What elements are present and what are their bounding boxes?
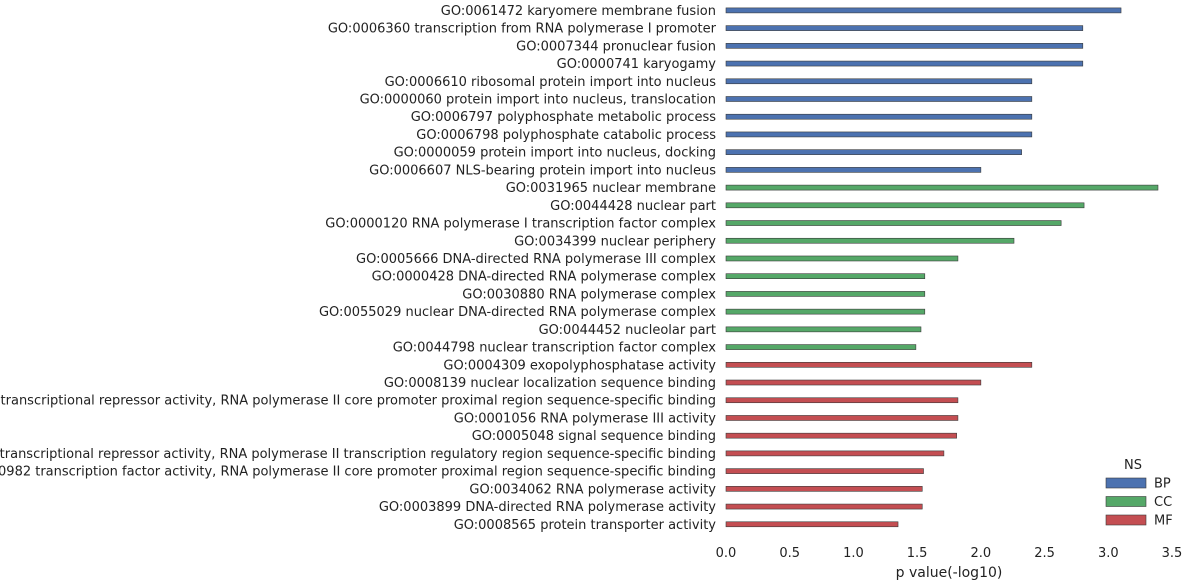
bar-mf	[725, 432, 957, 439]
x-axis-label: p value(-log10)	[896, 565, 1003, 581]
category-label: GO:0034399 nuclear periphery	[514, 234, 716, 249]
bar-mf	[725, 468, 924, 474]
bar-bp	[725, 60, 1084, 67]
category-labels: GO:0061472 karyomere membrane fusion GO:0…	[0, 4, 717, 533]
category-label: GO:0030880 RNA polymerase complex	[462, 287, 716, 302]
legend-label-mf: MF	[1154, 514, 1173, 529]
category-label: GO:0005666 DNA-directed RNA polymerase I…	[356, 252, 716, 267]
legend-swatch-mf	[1105, 514, 1147, 526]
category-label: GO:0001056 RNA polymerase III activity	[454, 411, 717, 426]
bar-mf	[725, 415, 959, 421]
bar-bp	[725, 78, 1033, 85]
bar-cc	[725, 344, 917, 350]
category-label: GO:0031965 nuclear membrane	[506, 181, 716, 196]
bar-cc	[725, 308, 926, 315]
bar-mf	[725, 379, 982, 386]
bar-bp	[725, 149, 1022, 155]
category-label: GO:0007344 pronuclear fusion	[516, 39, 716, 54]
category-label: GO:0004309 exopolyphosphatase activity	[443, 358, 716, 373]
bar-mf	[725, 361, 1033, 368]
bar-cc	[725, 184, 1159, 191]
category-label: GO:0000059 protein import into nucleus, …	[394, 146, 716, 161]
category-label: GO:0006360 transcription from RNA polyme…	[328, 22, 717, 37]
category-label: GO:0001227 transcriptional repressor act…	[0, 447, 716, 462]
category-label: GO:0005048 signal sequence binding	[472, 429, 716, 444]
bar-cc	[725, 237, 1015, 244]
bar-cc	[725, 291, 926, 297]
category-label: GO:0001078 transcriptional repressor act…	[0, 394, 716, 409]
bar-cc	[725, 220, 1062, 226]
category-label: GO:0000741 karyogamy	[557, 57, 717, 72]
category-label: GO:0000060 protein import into nucleus, …	[360, 93, 716, 108]
bar-bp	[725, 131, 1033, 138]
bars-layer	[725, 7, 1159, 528]
bar-bp	[725, 113, 1033, 120]
bar-cc	[725, 326, 922, 333]
bar-cc	[725, 255, 959, 262]
category-label: GO:0008139 nuclear localization sequence…	[384, 376, 716, 391]
bar-mf	[725, 450, 945, 457]
bar-mf	[725, 521, 899, 528]
x-axis: 0.0 0.5 1.0 1.5 2.0 2.5 3.0 3.5	[716, 546, 1183, 561]
bar-cc	[725, 273, 926, 280]
bar-mf	[725, 486, 923, 492]
bar-mf	[725, 397, 959, 404]
category-label: GO:0044452 nucleolar part	[539, 323, 716, 338]
category-label: GO:0006798 polyphosphate catabolic proce…	[416, 128, 716, 143]
legend-label-cc: CC	[1154, 495, 1172, 510]
category-label: GO:0000120 RNA polymerase I transcriptio…	[325, 217, 716, 232]
legend-swatch-bp	[1105, 477, 1147, 489]
x-tick-label: 1.5	[907, 546, 928, 561]
bar-bp	[725, 167, 982, 173]
category-label: GO:0034062 RNA polymerase activity	[469, 482, 716, 497]
category-label: GO:0000428 DNA-directed RNA polymerase c…	[372, 270, 717, 285]
bar-mf	[725, 503, 923, 510]
bar-bp	[725, 96, 1033, 102]
bar-bp	[725, 7, 1122, 14]
x-tick-label: 0.0	[716, 546, 737, 561]
category-label: GO:0061472 karyomere membrane fusion	[441, 4, 716, 19]
bar-cc	[725, 202, 1085, 209]
x-tick-label: 0.5	[779, 546, 800, 561]
category-label: GO:0003899 DNA-directed RNA polymerase a…	[379, 500, 716, 515]
category-label: GO:0006797 polyphosphate metabolic proce…	[411, 110, 717, 125]
bar-bp	[725, 43, 1084, 49]
legend-swatch-cc	[1105, 496, 1147, 507]
category-label: GO:0006607 NLS-bearing protein import in…	[369, 163, 716, 178]
legend: NS BP CC MF	[1105, 458, 1173, 529]
legend-title: NS	[1124, 458, 1142, 473]
x-tick-label: 1.0	[843, 546, 864, 561]
category-label: GO:0006610 ribosomal protein import into…	[385, 75, 717, 90]
x-tick-label: 3.5	[1162, 546, 1183, 561]
x-tick-label: 2.5	[1034, 546, 1055, 561]
category-label: GO:0044798 nuclear transcription factor …	[393, 341, 717, 356]
category-label: GO:0044428 nuclear part	[550, 199, 716, 214]
x-tick-label: 3.0	[1098, 546, 1119, 561]
bar-bp	[725, 25, 1084, 31]
category-label: GO:0055029 nuclear DNA-directed RNA poly…	[319, 305, 716, 320]
category-label: GO:0008565 protein transporter activity	[454, 518, 717, 533]
x-tick-label: 2.0	[971, 546, 992, 561]
legend-label-bp: BP	[1154, 477, 1171, 492]
category-label: GO:0000982 transcription factor activity…	[0, 465, 716, 480]
